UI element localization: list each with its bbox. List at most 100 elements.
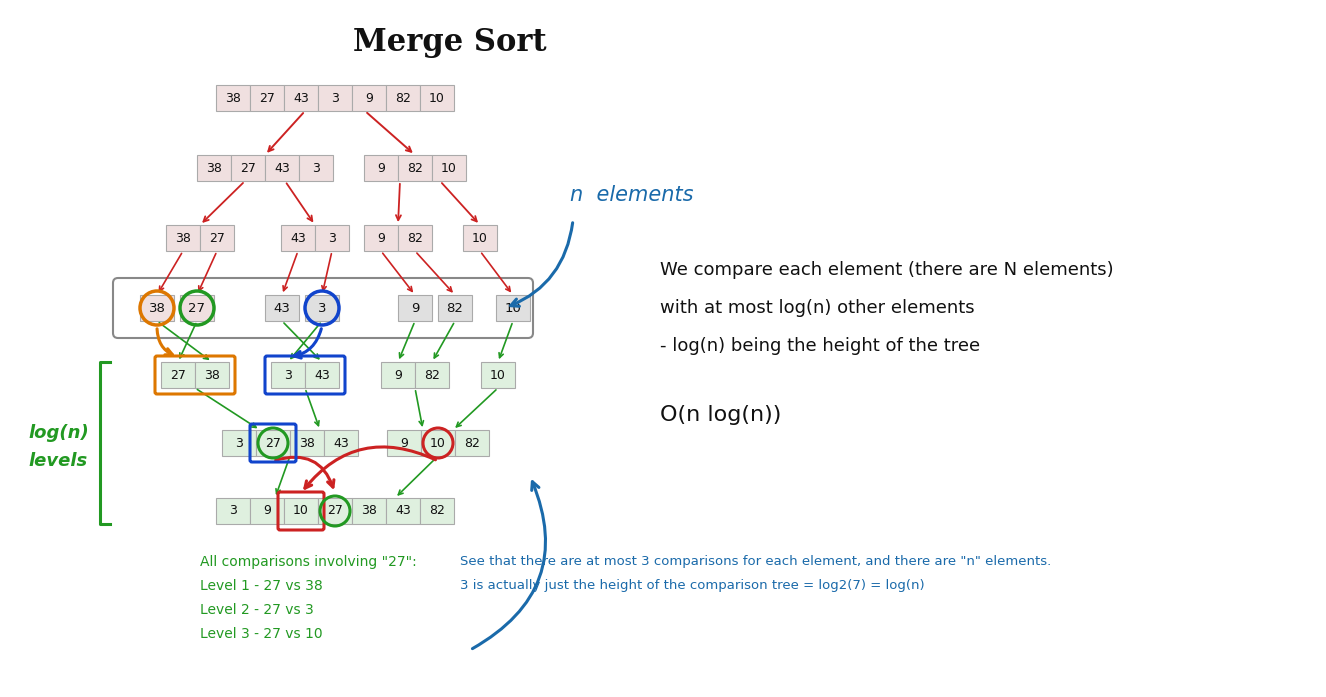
Text: with at most log(n) other elements: with at most log(n) other elements	[660, 299, 975, 317]
Text: n  elements: n elements	[570, 185, 693, 205]
Text: 38: 38	[300, 436, 316, 450]
FancyBboxPatch shape	[398, 155, 432, 181]
Text: 9: 9	[365, 91, 373, 105]
FancyBboxPatch shape	[351, 85, 386, 111]
Text: 27: 27	[328, 505, 343, 517]
Text: 10: 10	[442, 162, 457, 174]
FancyBboxPatch shape	[281, 225, 316, 251]
Text: 10: 10	[491, 369, 507, 381]
FancyBboxPatch shape	[415, 362, 450, 388]
Text: 27: 27	[170, 369, 186, 381]
Text: 9: 9	[394, 369, 402, 381]
FancyBboxPatch shape	[180, 295, 213, 321]
FancyBboxPatch shape	[251, 85, 284, 111]
Text: 27: 27	[188, 302, 206, 314]
Text: 3: 3	[235, 436, 243, 450]
FancyBboxPatch shape	[256, 430, 290, 456]
Text: Merge Sort: Merge Sort	[353, 26, 546, 57]
Text: 3: 3	[332, 91, 339, 105]
Text: 38: 38	[175, 231, 191, 245]
FancyBboxPatch shape	[216, 85, 251, 111]
Text: 10: 10	[430, 91, 446, 105]
Text: 9: 9	[411, 302, 419, 314]
Text: 10: 10	[472, 231, 488, 245]
Text: 43: 43	[293, 91, 309, 105]
Text: 38: 38	[149, 302, 166, 314]
Text: 9: 9	[400, 436, 408, 450]
Text: log(n): log(n)	[28, 424, 89, 442]
Text: 82: 82	[424, 369, 440, 381]
FancyBboxPatch shape	[438, 295, 472, 321]
Text: We compare each element (there are N elements): We compare each element (there are N ele…	[660, 261, 1114, 279]
FancyBboxPatch shape	[420, 85, 453, 111]
Text: 82: 82	[447, 302, 464, 314]
FancyBboxPatch shape	[398, 225, 432, 251]
FancyBboxPatch shape	[195, 362, 229, 388]
Text: 9: 9	[263, 505, 271, 517]
Text: 38: 38	[225, 91, 241, 105]
Text: 27: 27	[210, 231, 225, 245]
Text: 3: 3	[318, 302, 326, 314]
Text: levels: levels	[28, 452, 88, 470]
Text: 10: 10	[293, 505, 309, 517]
FancyBboxPatch shape	[420, 498, 453, 524]
Text: 82: 82	[464, 436, 480, 450]
FancyBboxPatch shape	[271, 362, 305, 388]
FancyBboxPatch shape	[324, 430, 358, 456]
Text: 82: 82	[407, 162, 423, 174]
Text: 82: 82	[407, 231, 423, 245]
FancyBboxPatch shape	[305, 295, 339, 321]
Text: 82: 82	[430, 505, 446, 517]
Text: 27: 27	[259, 91, 274, 105]
Text: 3: 3	[284, 369, 292, 381]
Text: 43: 43	[395, 505, 411, 517]
FancyBboxPatch shape	[265, 155, 298, 181]
Text: See that there are at most 3 comparisons for each element, and there are "n" ele: See that there are at most 3 comparisons…	[460, 555, 1052, 568]
FancyBboxPatch shape	[221, 430, 256, 456]
FancyBboxPatch shape	[231, 155, 265, 181]
FancyBboxPatch shape	[365, 155, 398, 181]
Text: 3: 3	[229, 505, 237, 517]
FancyBboxPatch shape	[160, 362, 195, 388]
FancyBboxPatch shape	[463, 225, 497, 251]
Text: 9: 9	[377, 231, 385, 245]
FancyBboxPatch shape	[265, 295, 298, 321]
FancyBboxPatch shape	[365, 225, 398, 251]
Text: O(n log(n)): O(n log(n))	[660, 405, 781, 425]
Text: 9: 9	[377, 162, 385, 174]
Text: Level 2 - 27 vs 3: Level 2 - 27 vs 3	[200, 603, 314, 617]
FancyBboxPatch shape	[420, 430, 455, 456]
FancyBboxPatch shape	[298, 155, 333, 181]
Text: 43: 43	[274, 162, 290, 174]
FancyBboxPatch shape	[381, 362, 415, 388]
FancyBboxPatch shape	[290, 430, 324, 456]
FancyBboxPatch shape	[387, 430, 420, 456]
Text: Level 1 - 27 vs 38: Level 1 - 27 vs 38	[200, 579, 322, 593]
FancyBboxPatch shape	[200, 225, 233, 251]
Text: 38: 38	[361, 505, 377, 517]
FancyBboxPatch shape	[216, 498, 251, 524]
FancyBboxPatch shape	[284, 85, 318, 111]
Text: 10: 10	[505, 302, 521, 314]
Text: 10: 10	[430, 436, 446, 450]
FancyBboxPatch shape	[318, 498, 351, 524]
Text: 3: 3	[328, 231, 335, 245]
Text: 43: 43	[290, 231, 306, 245]
FancyBboxPatch shape	[251, 498, 284, 524]
FancyBboxPatch shape	[166, 225, 200, 251]
FancyBboxPatch shape	[141, 295, 174, 321]
FancyBboxPatch shape	[496, 295, 530, 321]
Text: Level 3 - 27 vs 10: Level 3 - 27 vs 10	[200, 627, 322, 641]
FancyBboxPatch shape	[398, 295, 432, 321]
Text: 43: 43	[333, 436, 349, 450]
FancyBboxPatch shape	[305, 362, 339, 388]
FancyBboxPatch shape	[316, 225, 349, 251]
Text: 38: 38	[204, 369, 220, 381]
Text: 27: 27	[240, 162, 256, 174]
FancyBboxPatch shape	[481, 362, 514, 388]
FancyBboxPatch shape	[318, 85, 351, 111]
Text: 43: 43	[273, 302, 290, 314]
FancyBboxPatch shape	[351, 498, 386, 524]
FancyBboxPatch shape	[386, 85, 420, 111]
Text: 82: 82	[395, 91, 411, 105]
